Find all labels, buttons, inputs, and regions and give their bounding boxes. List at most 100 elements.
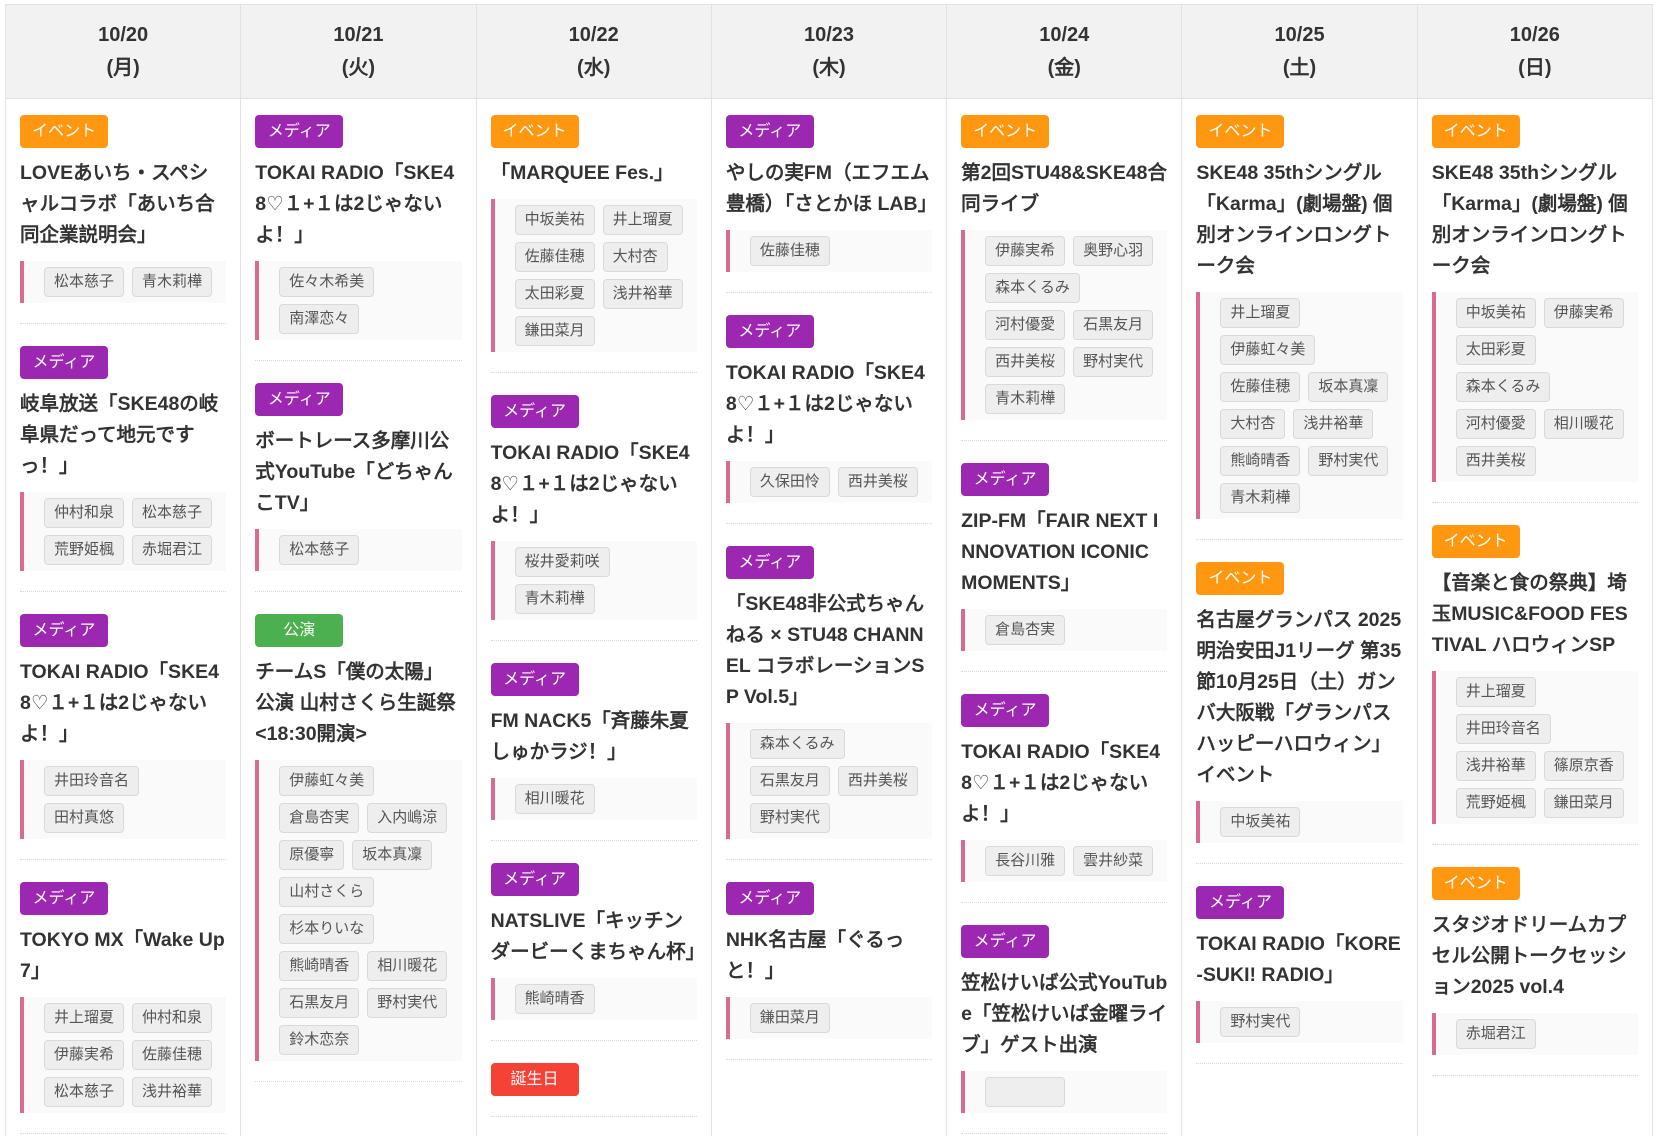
member-tag[interactable]: 青木莉樺 [514, 584, 595, 614]
event-title[interactable]: 第2回STU48&SKE48合同ライブ [961, 162, 1168, 215]
event-title[interactable]: 岐阜放送「SKE48の岐阜県だって地元ですっ！」 [20, 393, 219, 477]
member-tag[interactable]: 荒野姫楓 [1455, 788, 1536, 818]
member-tag[interactable]: 西井美桜 [985, 347, 1066, 377]
member-tag[interactable]: 相川暖花 [367, 951, 448, 981]
member-tag[interactable]: 杉本りいな [279, 914, 375, 944]
member-tag[interactable]: 原優寧 [279, 840, 345, 870]
member-tag[interactable]: 熊崎晴香 [1220, 446, 1301, 476]
member-tag[interactable]: 入内嶋涼 [367, 803, 448, 833]
event-title[interactable]: やしの実FM（エフエム豊橋）「さとかほ LAB」 [725, 162, 938, 215]
member-tag[interactable]: 石黒友月 [749, 766, 830, 796]
member-tag[interactable]: 倉島杏実 [985, 615, 1066, 645]
member-tag[interactable]: 青木莉樺 [1220, 483, 1301, 513]
event-item[interactable]: メディア FM NACK5「斉藤朱夏 しゅかラジ！」 相川暖花 [490, 657, 697, 841]
event-title[interactable]: TOKAI RADIO「SKE48♡１+１は2じゃないよ！」 [725, 362, 925, 446]
member-tag[interactable]: 井田玲音名 [44, 766, 140, 796]
member-tag[interactable]: 鎌田菜月 [1543, 788, 1624, 818]
event-title[interactable]: TOKAI RADIO「SKE48♡１+１は2じゃないよ！」 [490, 442, 690, 526]
event-item[interactable]: 誕生日 [490, 1057, 697, 1117]
event-title[interactable]: ZIP-FM「FAIR NEXT INNOVATION ICONIC MOMEN… [961, 510, 1159, 594]
member-tag[interactable]: 松本慈子 [132, 498, 213, 528]
member-tag[interactable]: 井上瑠夏 [1220, 298, 1301, 328]
member-tag[interactable]: 倉島杏実 [279, 803, 360, 833]
member-tag[interactable]: 石黒友月 [279, 988, 360, 1018]
event-title[interactable]: TOKAI RADIO「SKE48♡１+１は2じゃないよ！」 [961, 741, 1161, 825]
member-tag[interactable]: 桜井愛莉咲 [514, 547, 610, 577]
member-tag[interactable]: 熊崎晴香 [514, 984, 595, 1014]
member-tag[interactable]: 野村実代 [367, 988, 448, 1018]
member-tag[interactable]: 赤堀君江 [132, 535, 213, 565]
member-tag[interactable]: 伊藤実希 [985, 236, 1066, 266]
member-tag[interactable]: 太田彩夏 [1455, 335, 1536, 365]
event-item[interactable]: 公演 チームS「僕の太陽」公演 山村さくら生誕祭 <18:30開演> 伊藤虹々美 倉島… [255, 608, 462, 1082]
event-item[interactable]: イベント SKE48 35thシングル「Karma」(劇場盤) 個別オンラインロン… [1431, 109, 1638, 503]
member-tag[interactable]: 鎌田菜月 [749, 1003, 830, 1033]
event-title[interactable]: 【音楽と食の祭典】埼玉MUSIC&FOOD FESTIVAL ハロウィンSP [1431, 572, 1628, 656]
member-tag[interactable]: 長谷川雅 [985, 846, 1066, 876]
member-tag[interactable]: 荒野姫楓 [44, 535, 125, 565]
member-tag[interactable]: 仲村和泉 [132, 1003, 213, 1033]
event-title[interactable]: ボートレース多摩川公式YouTube「どちゃんこTV」 [255, 430, 453, 514]
member-tag[interactable]: 森本くるみ [985, 273, 1080, 303]
member-tag[interactable]: 熊崎晴香 [279, 951, 360, 981]
member-tag[interactable]: 太田彩夏 [514, 279, 595, 309]
event-title[interactable]: FM NACK5「斉藤朱夏 しゅかラジ！」 [490, 710, 689, 763]
event-title[interactable]: NHK名古屋「ぐるっと！」 [725, 929, 905, 982]
member-tag[interactable]: 森本くるみ [749, 729, 845, 759]
member-tag[interactable]: 河村優愛 [985, 310, 1066, 340]
event-title[interactable]: 「MARQUEE Fes.」 [490, 162, 674, 184]
member-tag[interactable]: 佐藤佳穂 [514, 242, 595, 272]
member-tag[interactable]: 久保田怜 [749, 467, 830, 497]
member-tag[interactable]: 西井美桜 [837, 467, 918, 497]
event-item[interactable]: イベント 「MARQUEE Fes.」 中坂美祐 井上瑠夏 佐藤佳穂 大村杏 太田彩夏 浅井裕… [490, 109, 697, 373]
event-title[interactable]: LOVEあいち・スペシャルコラボ「あいち合同企業説明会」 [20, 162, 215, 246]
event-item[interactable]: メディア TOKAI RADIO「SKE48♡１+１は2じゃないよ！」 井田玲音名田… [20, 608, 227, 860]
member-tag[interactable]: 野村実代 [749, 803, 830, 833]
member-tag[interactable]: 佐藤佳穂 [749, 236, 830, 266]
member-tag[interactable]: 赤堀君江 [1455, 1019, 1536, 1049]
member-tag[interactable]: 田村真悠 [44, 803, 125, 833]
member-tag[interactable]: 松本慈子 [44, 1077, 125, 1107]
event-item[interactable]: メディア TOKAI RADIO「SKE48♡１+１は2じゃないよ！」 長谷川雅 雲井… [961, 688, 1168, 903]
event-item[interactable]: メディア 笠松けいば公式YouTube「笠松けいば金曜ライブ」ゲスト出演 [961, 919, 1168, 1134]
event-item[interactable]: メディア 「SKE48非公式ちゃんねる × STU48 CHANNEL コラボレー… [725, 540, 933, 860]
event-title[interactable]: 「SKE48非公式ちゃんねる × STU48 CHANNEL コラボレーションS… [725, 593, 925, 708]
member-tag[interactable]: 西井美桜 [837, 766, 918, 796]
member-tag[interactable]: 大村杏 [1220, 409, 1286, 439]
event-item[interactable]: イベント 名古屋グランパス 2025明治安田J1リーグ 第35節10月25日（土）… [1196, 556, 1403, 864]
member-tag[interactable]: 井上瑠夏 [602, 205, 683, 235]
event-title[interactable]: SKE48 35thシングル「Karma」(劇場盤) 個別オンラインロングトーク… [1196, 162, 1393, 277]
event-item[interactable]: メディア ボートレース多摩川公式YouTube「どちゃんこTV」 松本慈子 [255, 377, 462, 592]
member-tag[interactable]: 浅井裕華 [1455, 751, 1536, 781]
member-tag[interactable]: 佐藤佳穂 [1220, 372, 1301, 402]
member-tag[interactable]: 仲村和泉 [44, 498, 125, 528]
member-tag[interactable]: 伊藤実希 [44, 1040, 125, 1070]
member-tag[interactable]: 井上瑠夏 [1455, 677, 1536, 707]
event-title[interactable]: TOKAI RADIO「SKE48♡１+１は2じゃないよ！」 [20, 661, 219, 745]
member-tag[interactable]: 浅井裕華 [132, 1077, 213, 1107]
member-tag[interactable]: 青木莉樺 [132, 267, 213, 297]
event-item[interactable]: メディア TOKAI RADIO「KORE-SUKI! RADIO」 野村実代 [1196, 880, 1403, 1064]
event-item[interactable]: メディア やしの実FM（エフエム豊橋）「さとかほ LAB」 佐藤佳穂 [725, 109, 938, 293]
member-tag[interactable]: 坂本真凜 [1308, 372, 1389, 402]
member-tag[interactable]: 井田玲音名 [1455, 714, 1551, 744]
member-tag[interactable]: 中坂美祐 [1455, 298, 1536, 328]
member-tag[interactable]: 松本慈子 [44, 267, 125, 297]
event-item[interactable]: メディア 岐阜放送「SKE48の岐阜県だって地元ですっ！」 仲村和泉 松本慈子 荒野姫楓… [20, 340, 227, 592]
member-tag[interactable]: 野村実代 [1220, 1007, 1301, 1037]
member-tag[interactable]: 相川暖花 [1543, 409, 1624, 439]
member-tag[interactable]: 鎌田菜月 [514, 316, 595, 346]
member-tag[interactable]: 佐藤佳穂 [132, 1040, 213, 1070]
event-item[interactable]: メディア ZIP-FM「FAIR NEXT INNOVATION ICONIC M… [961, 457, 1168, 672]
event-item[interactable]: メディア TOKAI RADIO「SKE48♡１+１は2じゃないよ！」 久保田怜 西井… [725, 309, 933, 524]
member-tag[interactable]: 西井美桜 [1455, 446, 1536, 476]
member-tag[interactable]: 奥野心羽 [1073, 236, 1154, 266]
member-tag[interactable]: 伊藤虹々美 [1220, 335, 1316, 365]
event-item[interactable]: メディア TOKAI RADIO「SKE48♡１+１は2じゃないよ！」 桜井愛莉咲青… [490, 389, 697, 641]
member-tag[interactable]: 浅井裕華 [1293, 409, 1374, 439]
event-item[interactable]: イベント SKE48 35thシングル「Karma」(劇場盤) 個別オンラインロン… [1196, 109, 1403, 540]
event-item[interactable]: イベント LOVEあいち・スペシャルコラボ「あいち合同企業説明会」 松本慈子 青木莉樺 [20, 109, 227, 324]
member-tag[interactable]: 森本くるみ [1455, 372, 1551, 402]
member-tag[interactable]: 佐々木希美 [279, 267, 375, 297]
member-tag[interactable]: 伊藤実希 [1543, 298, 1624, 328]
